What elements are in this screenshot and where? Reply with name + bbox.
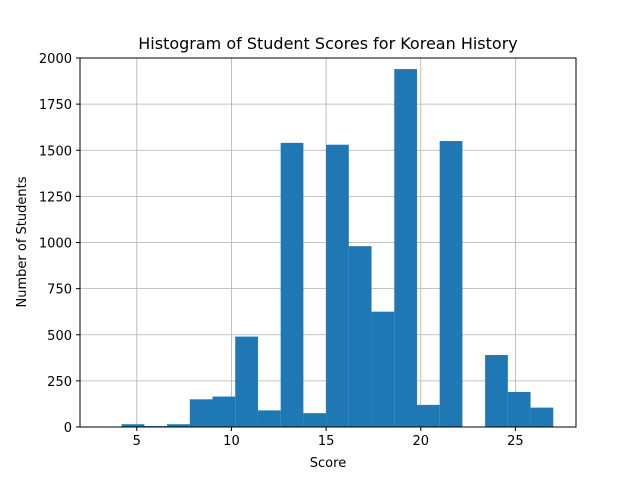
histogram-bar-17: [485, 355, 508, 427]
y-tick-label: 2000: [39, 52, 72, 67]
y-axis-ticks: 0 250 500 750 1000 1250 1500 1750 2000: [39, 52, 80, 436]
x-tick-label: 15: [318, 434, 335, 449]
histogram-bar-4: [189, 399, 213, 427]
y-tick-label: 1250: [39, 190, 72, 205]
y-tick-label: 0: [64, 421, 72, 436]
x-axis-ticks: 5 10 15 20 25: [133, 427, 524, 449]
histogram-bar-5: [212, 396, 236, 427]
histogram-bars: [121, 69, 554, 427]
histogram-bar-3: [167, 424, 190, 427]
histogram-bar-10: [326, 144, 349, 427]
y-tick-label: 1000: [39, 237, 72, 252]
x-tick-label: 25: [507, 434, 524, 449]
chart-title: Histogram of Student Scores for Korean H…: [138, 34, 518, 53]
histogram-bar-19: [530, 407, 554, 427]
x-axis-title: Score: [310, 456, 346, 471]
histogram-bar-14: [416, 404, 440, 427]
histogram-bar-18: [507, 391, 531, 427]
x-tick-label: 5: [133, 434, 141, 449]
histogram-bar-6: [235, 336, 258, 427]
y-tick-label: 750: [47, 283, 72, 298]
x-tick-label: 20: [412, 434, 429, 449]
y-axis-title: Number of Students: [15, 176, 30, 307]
histogram-bar-11: [348, 246, 372, 427]
histogram-bar-8: [280, 142, 304, 427]
y-tick-label: 1500: [39, 144, 72, 159]
y-tick-label: 250: [47, 375, 72, 390]
y-tick-label: 1750: [39, 98, 72, 113]
histogram-bar-12: [371, 311, 395, 427]
x-tick-label: 10: [223, 434, 240, 449]
histogram-bar-13: [394, 69, 417, 427]
histogram-bar-1: [121, 424, 145, 427]
histogram-bar-9: [303, 413, 327, 427]
histogram-bar-15: [439, 141, 463, 427]
histogram-bar-7: [257, 410, 281, 427]
y-tick-label: 500: [47, 329, 72, 344]
